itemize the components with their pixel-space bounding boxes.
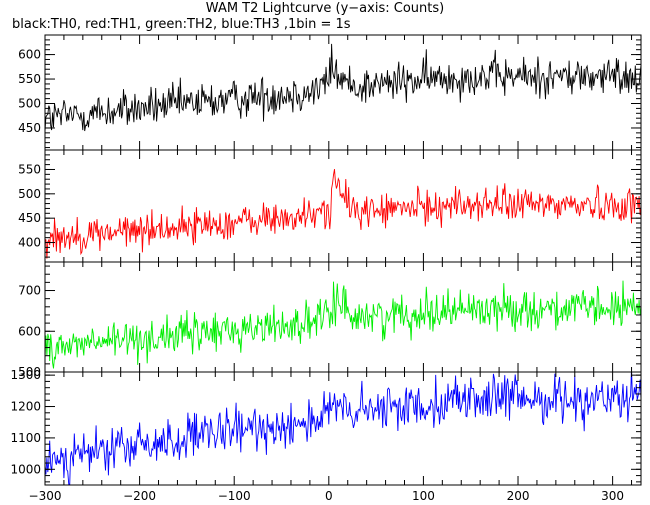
panel-frame-th3	[44, 371, 642, 486]
panel-frame-th1	[44, 149, 642, 263]
y-tick-label: 450	[18, 211, 41, 225]
series-th3	[45, 372, 641, 485]
x-tick-label: 200	[507, 489, 530, 503]
y-tick-label: 700	[18, 284, 41, 298]
x-tick-label: 0	[325, 489, 333, 503]
y-tick-label: 1100	[10, 431, 41, 445]
x-tick-label: 300	[601, 489, 624, 503]
y-tick-label: 400	[18, 236, 41, 250]
series-th0	[45, 43, 641, 132]
x-tick-label: −200	[123, 489, 156, 503]
x-tick-label: −300	[29, 489, 62, 503]
chart-title: WAM T2 Lightcurve (y−axis: Counts)	[205, 1, 445, 16]
series-th1	[45, 169, 641, 259]
x-tick-label: −100	[218, 489, 251, 503]
y-tick-label: 550	[18, 72, 41, 86]
panel-frame-th0	[44, 34, 642, 151]
y-tick-label: 500	[18, 365, 41, 379]
chart-subtitle: black:TH0, red:TH1, green:TH2, blue:TH3 …	[12, 17, 351, 32]
series-th2	[45, 280, 641, 369]
y-tick-label: 550	[18, 162, 41, 176]
y-tick-label: 1200	[10, 400, 41, 414]
x-tick-label: 100	[412, 489, 435, 503]
y-tick-label: 500	[18, 97, 41, 111]
y-tick-label: 1000	[10, 462, 41, 476]
y-tick-label: 600	[18, 48, 41, 62]
y-tick-label: 450	[18, 121, 41, 135]
y-tick-label: 600	[18, 324, 41, 338]
y-tick-label: 500	[18, 187, 41, 201]
y-tick-label: 1300	[10, 368, 41, 382]
panel-frame-th2	[44, 261, 642, 373]
